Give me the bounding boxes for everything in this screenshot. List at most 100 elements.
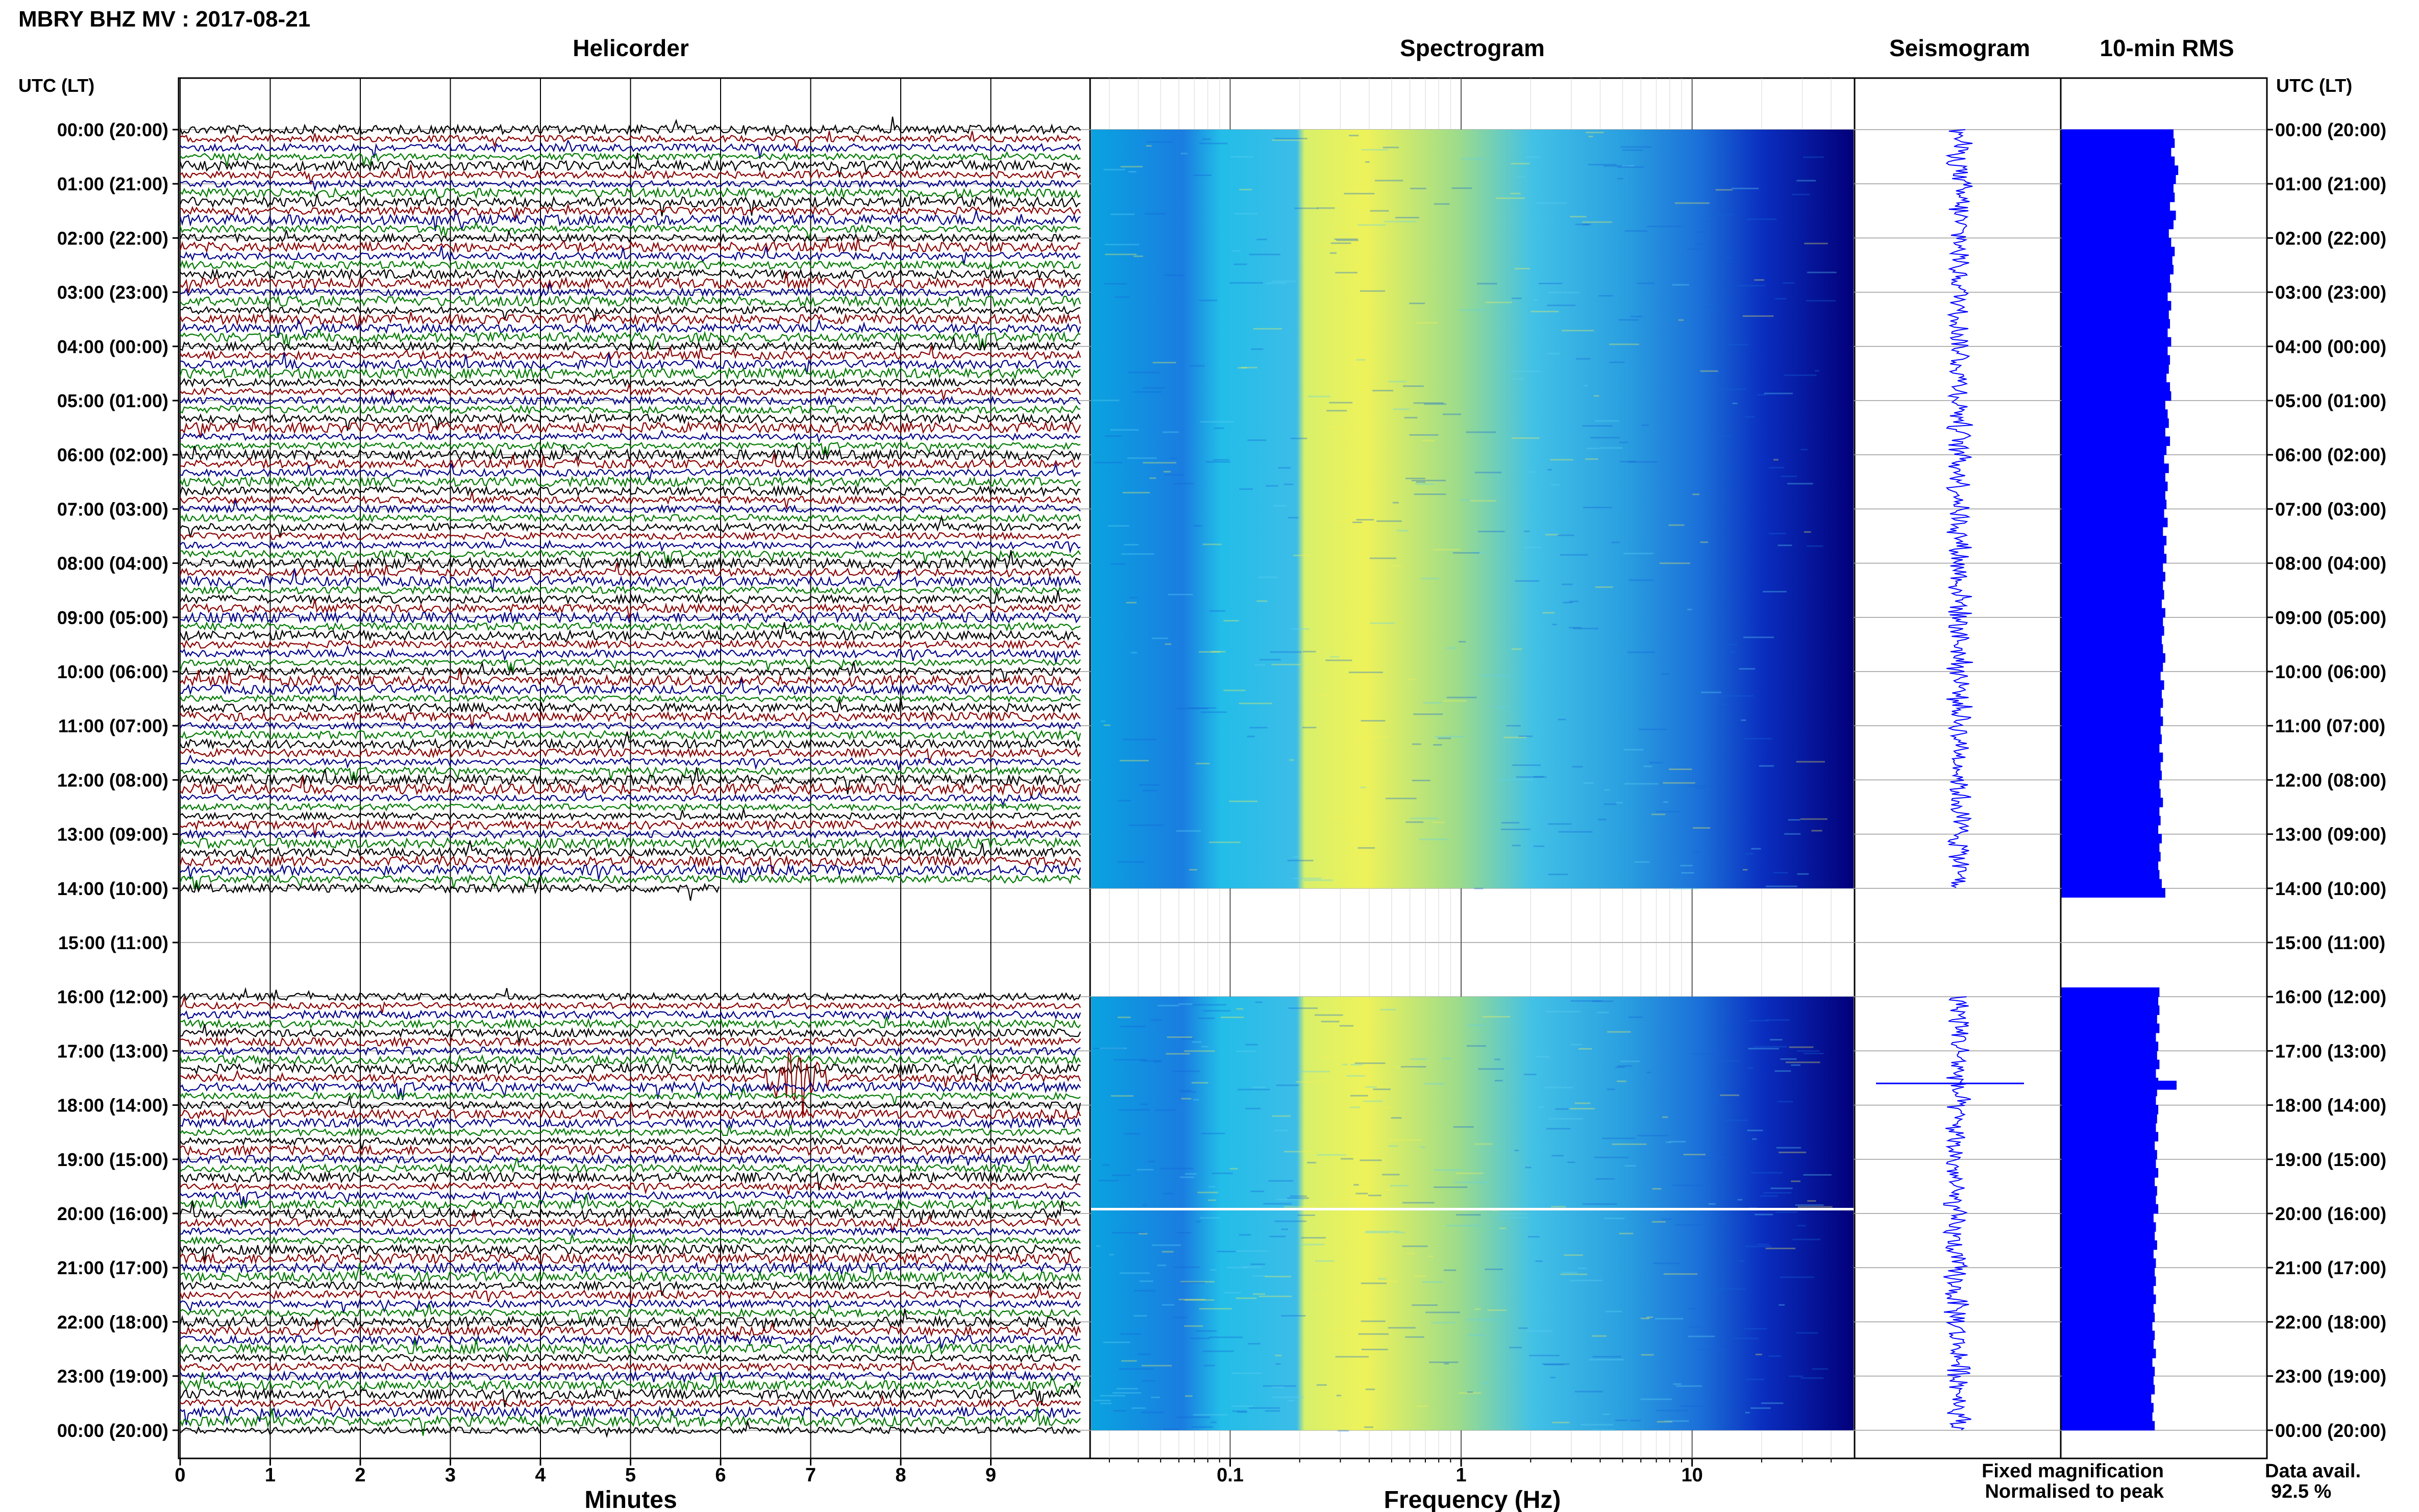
spectrogram-texture [1708,1203,1716,1205]
spectrogram-texture [1564,1254,1584,1256]
helicorder-trace [180,131,1081,151]
spectrogram-texture [1110,429,1139,431]
spectrogram-texture [1283,1206,1318,1208]
spectrogram-texture [1385,1188,1394,1191]
hour-label-left: 07:00 (03:00) [57,499,168,519]
helicorder-trace [180,808,1081,823]
spectrogram-texture [1193,174,1212,176]
helicorder-trace [180,186,1081,200]
spectrogram-texture [1603,803,1617,805]
spectrogram-texture [1743,1328,1767,1330]
helicorder-trace [179,1286,1081,1305]
spectrogram-texture [1536,202,1567,204]
spectrogram-texture [1143,387,1165,389]
spectrogram-texture [1814,370,1820,372]
spectrogram-texture [1770,1187,1793,1189]
spectrogram-texture [1694,243,1704,245]
spectrogram-texture [1232,1410,1247,1412]
spectrogram-texture [1245,1044,1258,1046]
spectrogram-texture [1122,491,1150,493]
spectrogram-texture [1202,1350,1234,1352]
spectrogram-texture [1729,651,1736,653]
spectrogram-texture [1493,706,1509,708]
spectrogram-texture [1631,315,1642,317]
helicorder-trace [180,599,1081,619]
minute-tick-label: 6 [715,1465,726,1486]
spectrogram-texture [1184,1173,1197,1175]
spectrogram-texture [1231,1372,1262,1374]
hour-label-right: 04:00 (00:00) [2275,336,2386,357]
helicorder-trace [179,1338,1081,1359]
helicorder-trace [180,1232,1081,1247]
spectrogram-texture [1766,885,1797,887]
spectrogram-texture [1692,827,1711,829]
spectrogram-texture [1268,1180,1294,1182]
spectrogram-texture [1315,1260,1335,1262]
spectrogram-texture [1726,643,1738,646]
spectrogram-texture [1542,1363,1570,1365]
spectrogram-texture [1446,697,1477,699]
hour-label-right: 09:00 (05:00) [2275,607,2386,628]
spectrogram-texture [1428,1361,1459,1364]
spectrogram-texture [1651,813,1666,815]
spectrogram-texture [1627,461,1658,463]
spectrogram-texture [1157,1005,1179,1007]
spectrogram-texture [1570,1044,1583,1046]
spectrogram-texture [1641,1354,1654,1356]
spectrogram-texture [1141,1103,1148,1105]
spectrogram-texture [1119,1272,1150,1274]
helicorder-trace [180,139,1081,159]
helicorder-trace [180,352,1081,375]
spectrogram-texture [1573,628,1599,630]
spectrogram-texture [1276,1084,1299,1086]
spectrogram-texture [1365,1230,1399,1232]
spectrogram-texture [1203,1365,1215,1367]
spectrogram-texture [1100,720,1105,722]
spectrogram-texture [1647,226,1682,228]
spectrogram-texture [1575,358,1591,360]
spectrogram-texture [1456,1214,1481,1216]
spectrogram-texture [1751,848,1761,850]
spectrogram-texture [1176,1232,1192,1234]
helicorder-trace [180,1102,1081,1125]
helicorder-trace [180,1045,1081,1057]
spectrogram-texture [1403,385,1424,387]
spectrogram-texture [1198,651,1221,653]
spectrogram-texture [1585,132,1604,134]
spectrogram-texture [1316,1293,1331,1295]
spectrogram-texture [1612,1143,1647,1145]
spectrogram-texture [1115,296,1130,298]
spectrogram-texture [1138,1233,1148,1235]
spectrogram-texture [1547,468,1552,470]
spectrogram-texture [1117,861,1145,863]
helicorder-trace [180,731,1081,751]
spectrogram-texture [1421,439,1435,441]
spectrogram-texture [1749,1020,1769,1022]
spectrogram-texture [1804,242,1828,244]
spectrogram-texture [1528,1236,1540,1238]
helicorder-trace [180,164,1081,185]
spectrogram-texture [1474,472,1502,474]
spectrogram-texture [1239,488,1253,490]
spectrogram-texture [1412,1304,1438,1306]
spectrogram-texture [1143,1204,1147,1206]
spectrogram-texture [1607,1088,1615,1090]
spectrogram-texture [1357,847,1375,849]
spectrogram-texture [1428,1255,1434,1257]
axis-ticks: 00:00 (20:00) 00:00 (20:00) 01:00 (21:00) 0… [57,119,2386,1486]
spectrogram-texture [1112,1392,1142,1394]
spectrogram-texture [1701,691,1721,693]
spectrogram-texture [1500,1213,1527,1215]
spectrogram-texture [1375,1280,1398,1282]
spectrogram-texture [1609,361,1625,363]
spectrogram-texture [1624,230,1648,232]
helicorder-trace [180,661,1081,683]
helicorder-trace [179,116,1081,137]
spectrogram-texture [1548,1118,1583,1120]
spectrogram-texture [1661,673,1669,675]
spectrogram-texture [1552,1422,1570,1424]
spectrogram-texture [1593,395,1599,397]
spectrogram-texture [1551,1155,1564,1157]
spectrogram-texture [1569,1108,1595,1110]
spectrogram-texture [1208,841,1241,844]
